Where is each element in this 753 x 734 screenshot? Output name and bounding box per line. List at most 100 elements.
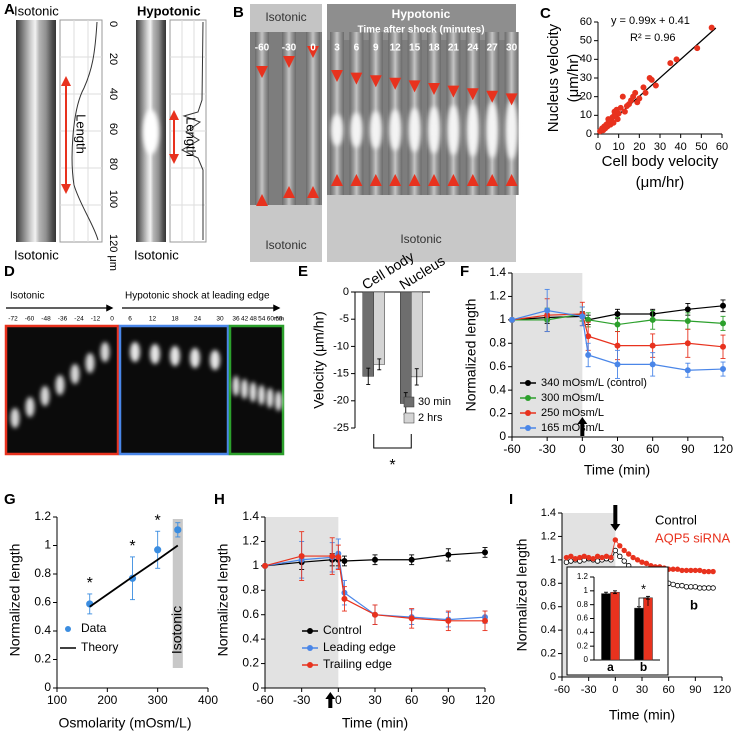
- y-tick-label: -5: [339, 313, 349, 325]
- data-point: [710, 568, 716, 575]
- legend-marker: [525, 410, 531, 416]
- data-point: [371, 611, 378, 618]
- data-point: [684, 306, 691, 313]
- marker-triangle: [505, 174, 518, 186]
- x-tick-label: 30: [368, 693, 382, 707]
- time-label: -72: [8, 316, 18, 323]
- time-label: 9: [373, 43, 379, 54]
- data-point: [408, 556, 415, 563]
- y-tick-label: 10: [580, 109, 592, 121]
- image-label: Isotonic: [14, 247, 59, 262]
- y-axis-label: (μm/hr): [565, 54, 582, 103]
- fit-r2: R² = 0.96: [630, 32, 676, 44]
- legend-label: Control: [323, 623, 362, 637]
- panel-label: A: [4, 1, 15, 18]
- data-point: [630, 554, 636, 561]
- data-point: [679, 567, 685, 574]
- cell-image: [330, 32, 344, 195]
- time-label: -60: [25, 316, 35, 323]
- x-tick-label: -30: [538, 442, 556, 456]
- cell-nucleus: [249, 382, 257, 402]
- y-tick-label: 0.8: [541, 577, 556, 589]
- marker-triangle: [389, 174, 402, 186]
- data-point: [481, 617, 488, 624]
- data-point: [640, 84, 647, 91]
- cell-nucleus: [266, 388, 274, 408]
- data-point: [445, 617, 452, 624]
- cell-nucleus: [25, 397, 35, 417]
- cell-nucleus: [170, 346, 180, 366]
- x-axis-label: Time (min): [584, 462, 650, 478]
- data-point: [608, 554, 614, 561]
- y-tick-label: 60: [580, 16, 592, 28]
- cell-nucleus: [369, 111, 382, 149]
- x-tick-label: -60: [503, 442, 521, 456]
- x-tick-label: 50: [695, 141, 707, 153]
- x-axis-label: (μm/hr): [636, 174, 685, 191]
- data-point: [261, 562, 268, 569]
- legend-label: Theory: [81, 640, 118, 654]
- data-point: [632, 89, 639, 96]
- time-label: 27: [487, 43, 499, 54]
- cell-nucleus: [466, 103, 479, 157]
- marker-triangle: [256, 194, 268, 206]
- data-point: [577, 554, 583, 561]
- data-point: [636, 95, 643, 102]
- y-tick-label: 1: [550, 554, 556, 566]
- significance-bracket: [373, 434, 412, 449]
- y-tick-label: 1.4: [242, 509, 259, 523]
- data-point: [697, 585, 703, 591]
- data-point: [688, 584, 694, 590]
- image-label: Isotonic: [134, 247, 179, 262]
- series-line: [512, 313, 724, 326]
- data-point: [674, 582, 681, 589]
- image-label: Isotonic: [14, 3, 59, 18]
- intensity-profile: [71, 21, 99, 241]
- data-point: [579, 313, 586, 320]
- data-point: [371, 556, 378, 563]
- time-label: 42: [241, 316, 249, 323]
- panel-label: C: [540, 5, 551, 22]
- y-tick-label: 0.4: [577, 627, 589, 636]
- image-label: Hypotonic: [137, 3, 201, 18]
- y-tick-label: 40: [580, 53, 592, 65]
- bar: [400, 291, 412, 404]
- profile-tick-label: 100: [107, 190, 119, 208]
- data-point: [298, 553, 305, 560]
- marker-triangle: [350, 72, 363, 85]
- time-label: 3: [334, 43, 340, 54]
- intensity-profile: [180, 21, 204, 240]
- significance-star: *: [641, 581, 646, 596]
- time-label: 24: [467, 43, 479, 54]
- cell-nucleus: [505, 100, 518, 160]
- data-point: [701, 585, 707, 591]
- data-point: [708, 24, 715, 31]
- isotonic-band: [172, 519, 183, 668]
- data-point: [603, 553, 610, 560]
- cell-nucleus: [85, 353, 95, 373]
- data-point: [643, 560, 650, 567]
- cell-nucleus: [350, 112, 363, 148]
- time-label: 66: [275, 316, 283, 323]
- image-label: Hypotonic: [392, 7, 451, 21]
- data-point: [697, 567, 703, 574]
- data-point: [670, 566, 676, 572]
- y-axis-label: Normalized length: [463, 299, 479, 412]
- data-point: [154, 546, 162, 554]
- x-tick-label: 200: [97, 693, 117, 707]
- legend-label: 340 mOsm/L (control): [541, 377, 647, 389]
- data-point: [594, 553, 601, 560]
- cell-nucleus: [275, 391, 282, 411]
- image-band: [250, 205, 322, 262]
- x-tick-label: 30: [636, 684, 648, 696]
- marker-triangle: [283, 186, 295, 198]
- profile-tick-label: 120 μm: [107, 234, 119, 271]
- time-label: 48: [250, 316, 258, 323]
- length-label: Length: [184, 117, 199, 157]
- y-tick-label: -25: [333, 422, 349, 434]
- data-point: [445, 551, 452, 558]
- x-tick-label: 90: [442, 693, 456, 707]
- bar: [634, 607, 644, 661]
- x-tick-label: 20: [633, 141, 645, 153]
